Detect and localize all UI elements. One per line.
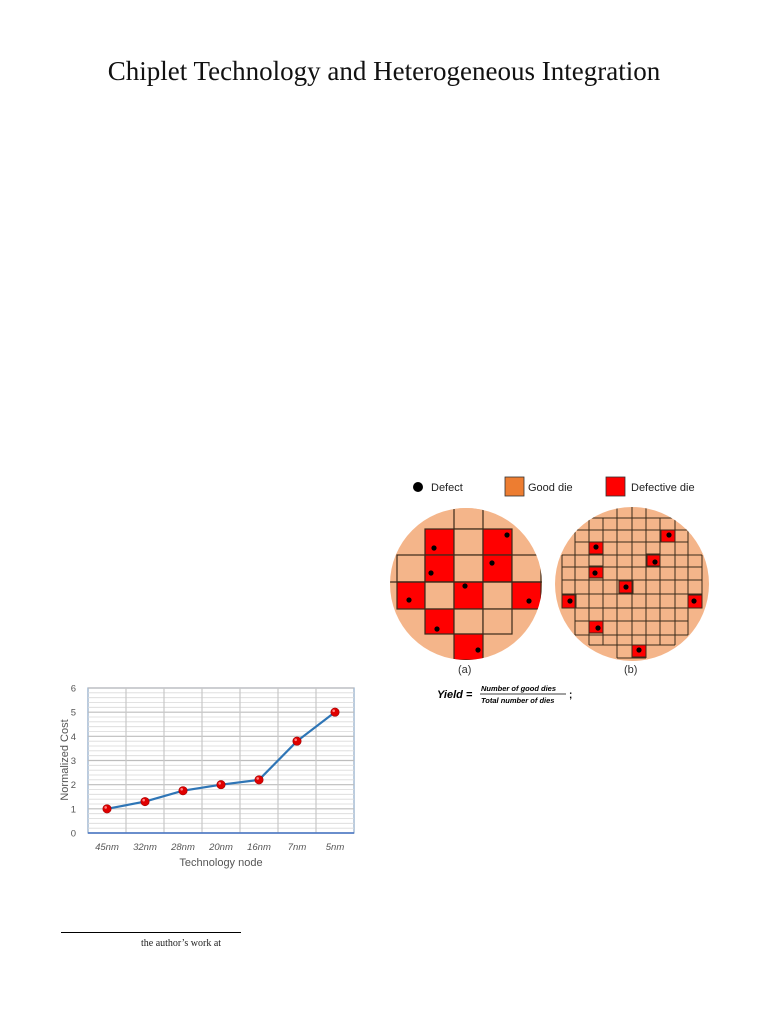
x-tick-label: 45nm bbox=[95, 842, 119, 853]
formula-suffix: ; bbox=[569, 690, 572, 701]
x-tick-label: 20nm bbox=[208, 842, 233, 853]
formula-lhs: Yield = bbox=[437, 689, 473, 701]
x-axis-label: Technology node bbox=[179, 857, 262, 869]
legend-defective-die: Defective die bbox=[631, 482, 695, 494]
document-title: Chiplet Technology and Heterogeneous Int… bbox=[107, 56, 661, 86]
x-tick-label: 28nm bbox=[170, 842, 195, 853]
data-point-marker bbox=[216, 780, 226, 790]
y-tick-label: 6 bbox=[71, 684, 76, 695]
marker-highlight bbox=[256, 777, 260, 780]
x-tick-label: 7nm bbox=[288, 842, 307, 853]
footnote-divider bbox=[61, 932, 241, 933]
legend-defect: Defect bbox=[431, 482, 463, 494]
y-axis-ticks: 0 1 2 3 4 5 6 bbox=[71, 684, 76, 840]
y-tick-label: 5 bbox=[71, 708, 76, 719]
x-tick-label: 16nm bbox=[247, 842, 271, 853]
series-markers bbox=[102, 707, 340, 814]
footnote-text: the author’s work at bbox=[141, 938, 222, 949]
formula-numerator: Number of good dies bbox=[481, 684, 556, 693]
wafer-b-label: (b) bbox=[624, 664, 637, 676]
yield-formula: Yield = Number of good dies Total number… bbox=[437, 684, 572, 705]
chart-grid bbox=[87, 687, 355, 834]
y-tick-label: 4 bbox=[71, 732, 76, 743]
data-point-marker bbox=[140, 797, 150, 807]
y-tick-label: 1 bbox=[71, 804, 76, 815]
marker-highlight bbox=[104, 806, 107, 809]
defective-die-legend-icon bbox=[605, 476, 626, 497]
x-tick-label: 5nm bbox=[326, 842, 345, 853]
data-point-marker bbox=[330, 707, 340, 717]
marker-highlight bbox=[218, 781, 221, 785]
y-tick-label: 2 bbox=[71, 780, 76, 791]
y-tick-label: 0 bbox=[71, 829, 76, 840]
cost-chart: 0 1 2 3 4 5 6 45nm 32nm 28nm 20nm 16nm 7nm 5nm Techn… bbox=[50, 670, 370, 880]
marker-highlight bbox=[294, 738, 298, 742]
marker-highlight bbox=[142, 798, 145, 802]
wafer-a-label: (a) bbox=[458, 664, 471, 676]
good-die-legend-icon bbox=[504, 476, 525, 497]
x-tick-label: 32nm bbox=[133, 842, 157, 853]
y-tick-label: 3 bbox=[71, 756, 76, 767]
formula-denominator: Total number of dies bbox=[481, 696, 554, 705]
data-point-marker bbox=[102, 804, 112, 814]
y-axis-label: Normalized Cost bbox=[59, 719, 71, 800]
marker-highlight bbox=[332, 709, 336, 713]
marker-highlight bbox=[180, 788, 183, 791]
data-point-marker bbox=[292, 736, 302, 746]
legend-good-die: Good die bbox=[528, 482, 573, 494]
defect-legend-icon bbox=[413, 482, 423, 492]
wafer-b bbox=[555, 507, 709, 661]
wafer-a bbox=[390, 508, 542, 660]
wafer-yield-figure: Defect Good die Defective die bbox=[385, 470, 725, 710]
data-point-marker bbox=[178, 786, 188, 796]
x-axis-ticks: 45nm 32nm 28nm 20nm 16nm 7nm 5nm bbox=[95, 842, 344, 853]
data-point-marker bbox=[254, 775, 264, 785]
legend: Defect Good die Defective die bbox=[413, 476, 695, 497]
